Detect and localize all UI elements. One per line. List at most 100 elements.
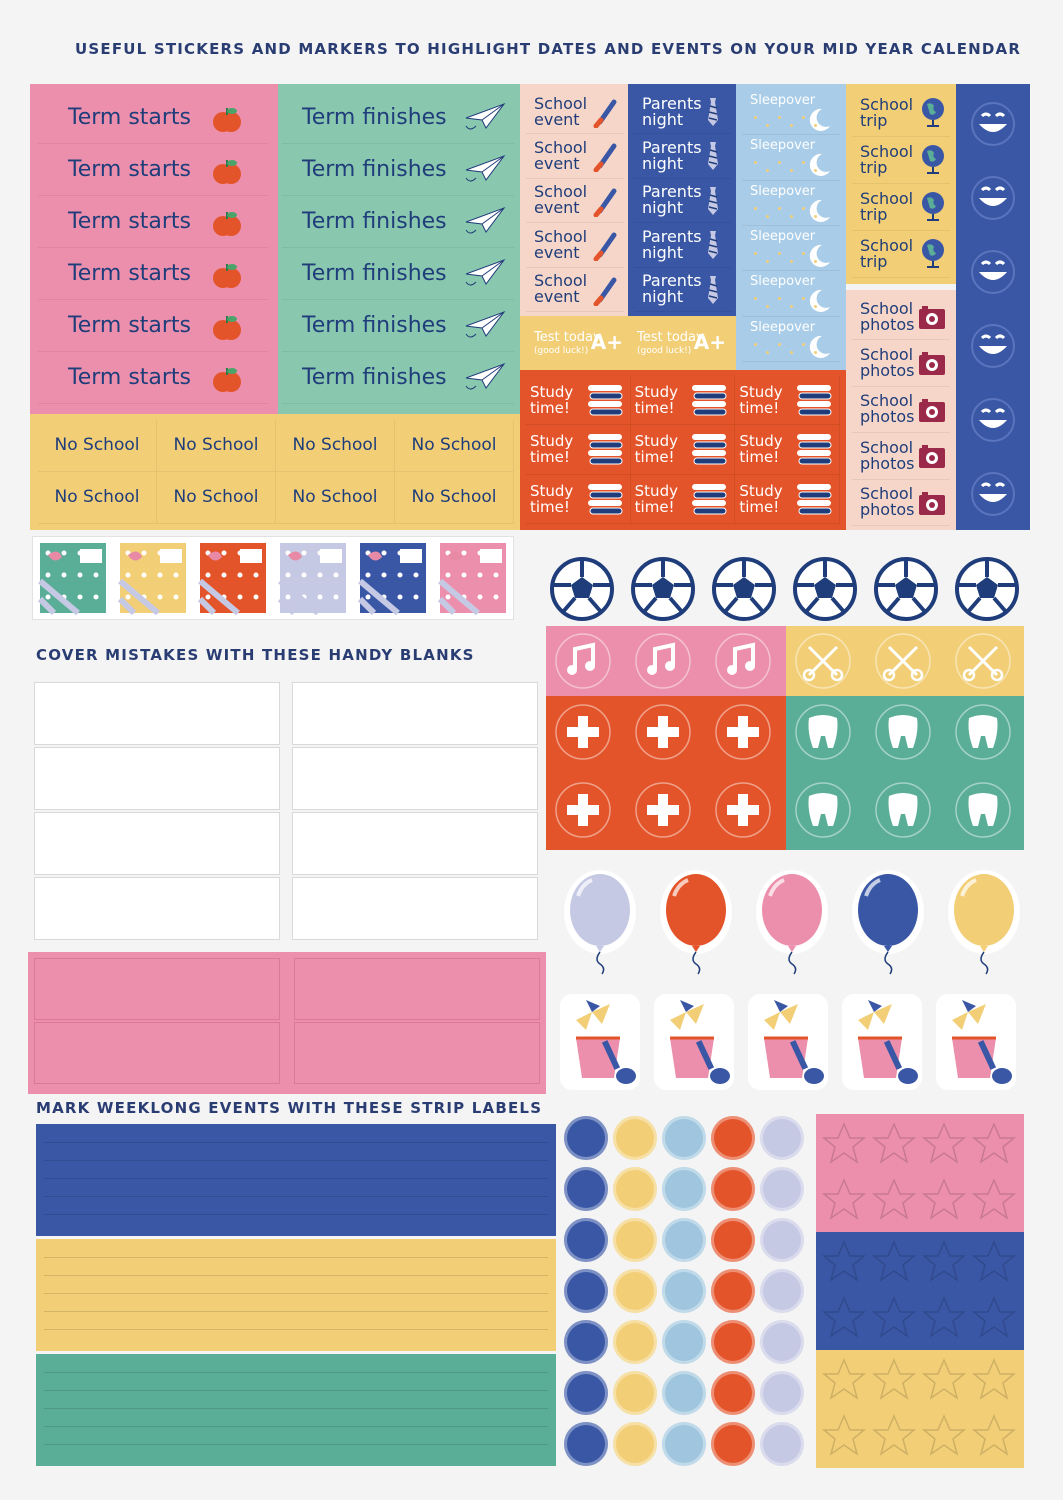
- strip-label[interactable]: [36, 1239, 556, 1351]
- study-time-sticker[interactable]: Study time!: [630, 474, 736, 524]
- test-today-sticker[interactable]: Test today (good luck!) A+: [526, 320, 629, 366]
- term_finishes-sticker[interactable]: Term finishes: [282, 352, 514, 404]
- pink-blank-label[interactable]: [294, 1022, 540, 1084]
- dot-sticker[interactable]: [613, 1422, 657, 1466]
- school_photos-sticker[interactable]: School photos: [852, 294, 950, 341]
- dot-sticker[interactable]: [662, 1320, 706, 1364]
- term_finishes-sticker[interactable]: Term finishes: [282, 196, 514, 248]
- school_event-sticker[interactable]: School event: [526, 223, 624, 268]
- term_finishes-sticker[interactable]: Term finishes: [282, 248, 514, 300]
- blank-label[interactable]: [292, 682, 538, 745]
- blank-label[interactable]: [292, 747, 538, 810]
- no_school-sticker[interactable]: No School: [276, 472, 395, 524]
- pink-blank-label[interactable]: [34, 958, 280, 1020]
- parents_night-sticker[interactable]: Parents night: [634, 90, 732, 135]
- dot-sticker[interactable]: [760, 1269, 804, 1313]
- study-time-sticker[interactable]: Study time!: [630, 376, 736, 426]
- dot-sticker[interactable]: [662, 1218, 706, 1262]
- dot-sticker[interactable]: [711, 1269, 755, 1313]
- dot-sticker[interactable]: [613, 1116, 657, 1160]
- strip-label[interactable]: [36, 1354, 556, 1466]
- dot-sticker[interactable]: [613, 1218, 657, 1262]
- dot-sticker[interactable]: [564, 1116, 608, 1160]
- dot-sticker[interactable]: [760, 1422, 804, 1466]
- dot-sticker[interactable]: [662, 1116, 706, 1160]
- term_starts-sticker[interactable]: Term starts: [38, 196, 268, 248]
- term_finishes-sticker[interactable]: Term finishes: [282, 92, 514, 144]
- dot-sticker[interactable]: [711, 1218, 755, 1262]
- term_finishes-sticker[interactable]: Term finishes: [282, 300, 514, 352]
- sleepover-sticker[interactable]: Sleepover: [742, 90, 840, 136]
- school_trip-sticker[interactable]: School trip: [852, 90, 950, 137]
- school_trip-sticker[interactable]: School trip: [852, 184, 950, 231]
- parents_night-sticker[interactable]: Parents night: [634, 134, 732, 179]
- no_school-sticker[interactable]: No School: [395, 472, 514, 524]
- no_school-sticker[interactable]: No School: [38, 472, 157, 524]
- study-time-sticker[interactable]: Study time!: [735, 474, 840, 524]
- dot-sticker[interactable]: [564, 1218, 608, 1262]
- school_event-sticker[interactable]: School event: [526, 134, 624, 179]
- study-time-sticker[interactable]: Study time!: [526, 376, 631, 426]
- school_trip-sticker[interactable]: School trip: [852, 231, 950, 278]
- dot-sticker[interactable]: [564, 1422, 608, 1466]
- parents_night-sticker[interactable]: Parents night: [634, 223, 732, 268]
- strip-label[interactable]: [36, 1124, 556, 1236]
- term_starts-sticker[interactable]: Term starts: [38, 144, 268, 196]
- dot-sticker[interactable]: [711, 1422, 755, 1466]
- dot-sticker[interactable]: [760, 1371, 804, 1415]
- term_starts-sticker[interactable]: Term starts: [38, 92, 268, 144]
- dot-sticker[interactable]: [564, 1269, 608, 1313]
- parents_night-sticker[interactable]: Parents night: [634, 268, 732, 312]
- no_school-sticker[interactable]: No School: [157, 472, 276, 524]
- school_event-sticker[interactable]: School event: [526, 268, 624, 312]
- sleepover-sticker[interactable]: Sleepover: [742, 135, 840, 181]
- sleepover-sticker[interactable]: Sleepover: [742, 271, 840, 317]
- study-time-sticker[interactable]: Study time!: [630, 425, 736, 475]
- study-time-sticker[interactable]: Study time!: [526, 474, 631, 524]
- dot-sticker[interactable]: [613, 1167, 657, 1211]
- school_event-sticker[interactable]: School event: [526, 179, 624, 224]
- dot-sticker[interactable]: [711, 1167, 755, 1211]
- school_photos-sticker[interactable]: School photos: [852, 433, 950, 480]
- dot-sticker[interactable]: [662, 1167, 706, 1211]
- dot-sticker[interactable]: [760, 1116, 804, 1160]
- study-time-sticker[interactable]: Study time!: [735, 425, 840, 475]
- blank-label[interactable]: [34, 812, 280, 875]
- study-time-sticker[interactable]: Study time!: [526, 425, 631, 475]
- pink-blank-label[interactable]: [34, 1022, 280, 1084]
- dot-sticker[interactable]: [613, 1269, 657, 1313]
- sleepover-sticker[interactable]: Sleepover: [742, 181, 840, 226]
- no_school-sticker[interactable]: No School: [38, 420, 157, 472]
- dot-sticker[interactable]: [613, 1371, 657, 1415]
- term_finishes-sticker[interactable]: Term finishes: [282, 144, 514, 196]
- dot-sticker[interactable]: [662, 1269, 706, 1313]
- school_photos-sticker[interactable]: School photos: [852, 387, 950, 434]
- blank-label[interactable]: [34, 877, 280, 940]
- school_event-sticker[interactable]: School event: [526, 90, 624, 135]
- dot-sticker[interactable]: [662, 1371, 706, 1415]
- blank-label[interactable]: [292, 812, 538, 875]
- parents_night-sticker[interactable]: Parents night: [634, 179, 732, 224]
- pink-blank-label[interactable]: [294, 958, 540, 1020]
- dot-sticker[interactable]: [711, 1371, 755, 1415]
- term_starts-sticker[interactable]: Term starts: [38, 352, 268, 404]
- dot-sticker[interactable]: [564, 1320, 608, 1364]
- study-time-sticker[interactable]: Study time!: [735, 376, 840, 426]
- school_photos-sticker[interactable]: School photos: [852, 340, 950, 387]
- dot-sticker[interactable]: [564, 1167, 608, 1211]
- dot-sticker[interactable]: [760, 1218, 804, 1262]
- no_school-sticker[interactable]: No School: [395, 420, 514, 472]
- test-today-sticker[interactable]: Test today (good luck!) A+: [629, 320, 732, 366]
- blank-label[interactable]: [34, 747, 280, 810]
- no_school-sticker[interactable]: No School: [276, 420, 395, 472]
- blank-label[interactable]: [292, 877, 538, 940]
- dot-sticker[interactable]: [662, 1422, 706, 1466]
- term_starts-sticker[interactable]: Term starts: [38, 300, 268, 352]
- dot-sticker[interactable]: [760, 1167, 804, 1211]
- school_trip-sticker[interactable]: School trip: [852, 137, 950, 184]
- blank-label[interactable]: [34, 682, 280, 745]
- sleepover-sticker[interactable]: Sleepover: [742, 226, 840, 272]
- dot-sticker[interactable]: [711, 1116, 755, 1160]
- dot-sticker[interactable]: [711, 1320, 755, 1364]
- dot-sticker[interactable]: [564, 1371, 608, 1415]
